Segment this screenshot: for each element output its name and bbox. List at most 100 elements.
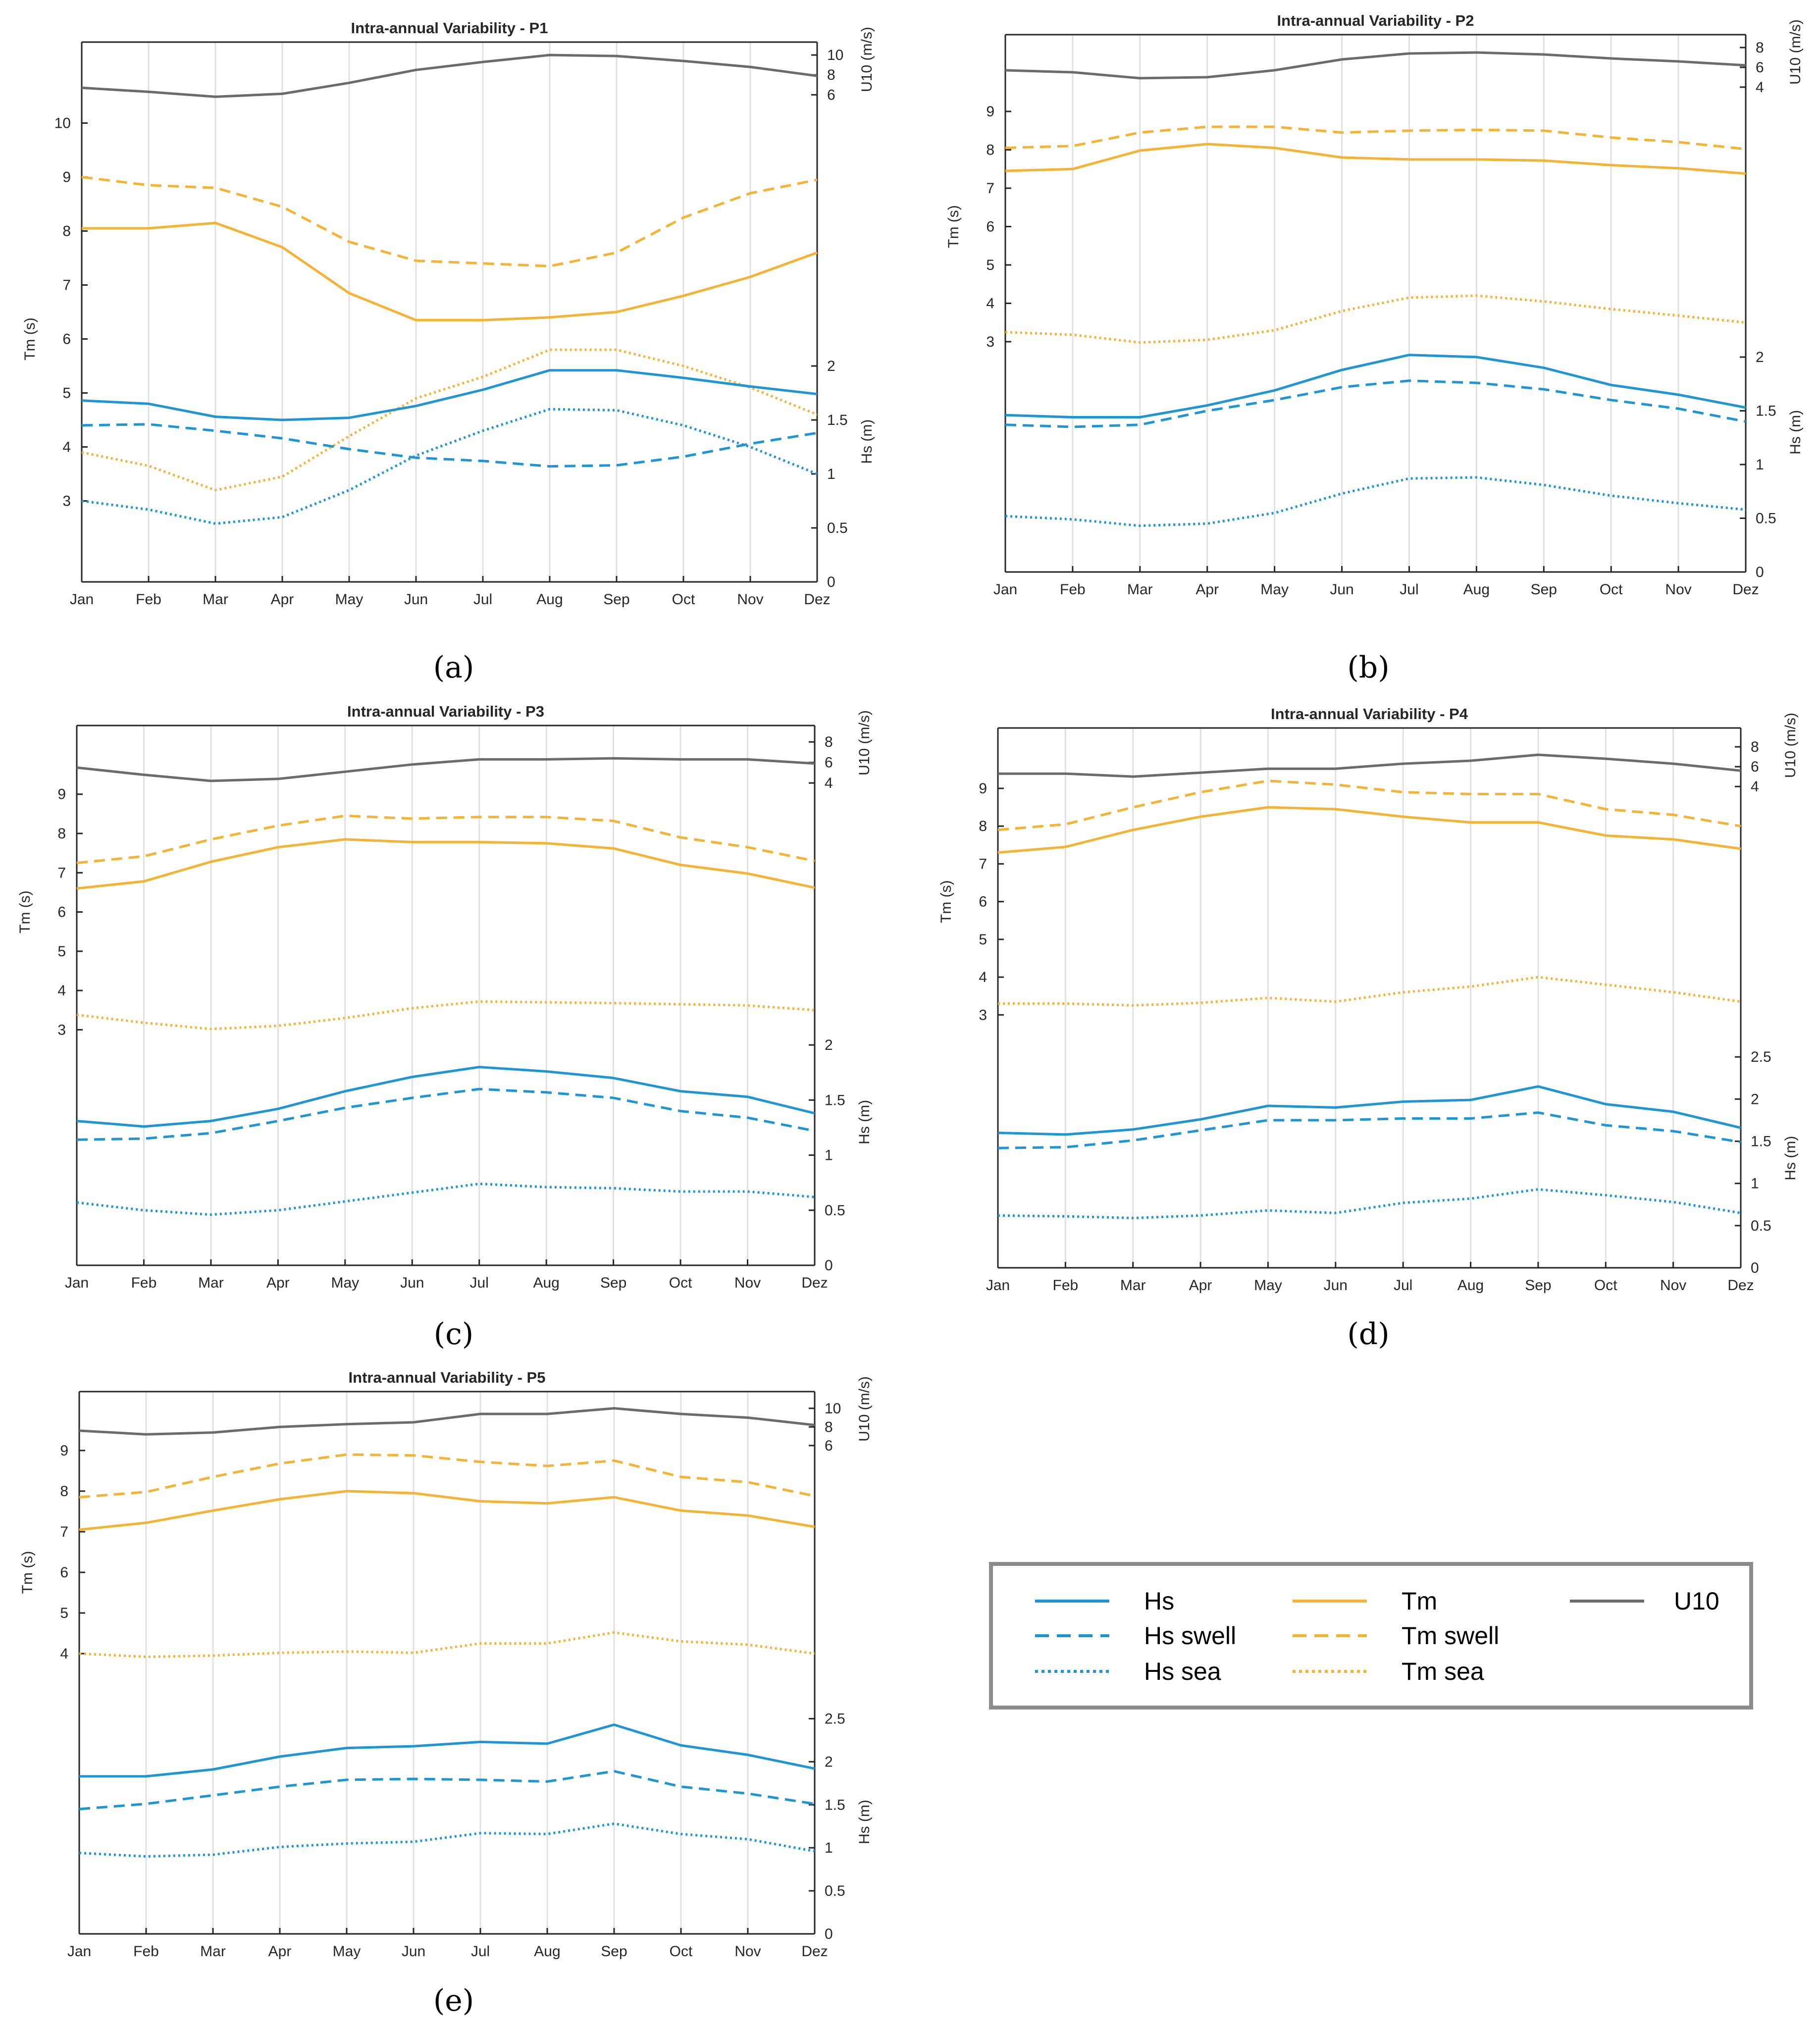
legend-label-hs-sea: Hs sea xyxy=(1144,1658,1221,1685)
x-tick-label: Mar xyxy=(203,591,228,608)
x-tick-label: Dez xyxy=(801,1943,828,1960)
tm-axis-label: Tm (s) xyxy=(22,317,38,361)
x-tick-label: Jul xyxy=(473,591,492,608)
tm-tick-label: 6 xyxy=(979,894,987,910)
series-tm-swell xyxy=(1005,125,1746,151)
u10-tick-label: 6 xyxy=(1756,59,1764,76)
tm-axis-label: Tm (s) xyxy=(17,890,33,934)
hs-tick-label: 0.5 xyxy=(827,520,848,536)
panel-3: Intra-annual Variability - P3 Jan Feb Mar Ap… xyxy=(17,703,873,1291)
hs-tick-label: 1 xyxy=(827,466,835,482)
tm-tick-label: 6 xyxy=(986,219,994,235)
x-tick-label: Apr xyxy=(1196,581,1219,598)
x-tick-label: Feb xyxy=(131,1275,157,1291)
x-tick-label: May xyxy=(333,1943,361,1960)
tm-tick-label: 6 xyxy=(62,331,71,348)
x-tick-label: Jun xyxy=(402,1943,425,1960)
hs-tick-label: 1.5 xyxy=(827,412,848,428)
x-tick-label: Nov xyxy=(734,1943,761,1960)
series-hs xyxy=(81,369,818,421)
tm-tick-label: 7 xyxy=(62,277,71,294)
hs-tick-label: 2 xyxy=(827,358,835,374)
u10-tick-label: 8 xyxy=(827,67,835,83)
chart-panels: Intra-annual Variability - P1 Jan Feb Mar Ap… xyxy=(17,12,1804,1960)
series-tm-swell xyxy=(997,779,1741,831)
legend-label-u10: U10 xyxy=(1674,1587,1719,1615)
chart-title: Intra-annual Variability - P1 xyxy=(351,19,548,37)
tm-tick-label: 7 xyxy=(60,1524,68,1540)
u10-tick-label: 10 xyxy=(825,1401,841,1417)
u10-tick-label: 4 xyxy=(1751,778,1759,795)
x-tick-label: May xyxy=(335,591,364,608)
x-tick-label: Mar xyxy=(200,1943,226,1960)
x-tick-label: Jan xyxy=(993,581,1017,598)
x-tick-label: Apr xyxy=(266,1275,290,1291)
panel-1: Intra-annual Variability - P1 Jan Feb Mar Ap… xyxy=(22,19,875,608)
series-tm-swell xyxy=(79,1453,815,1499)
series-hs xyxy=(1005,354,1746,418)
hs-tick-label: 1.5 xyxy=(1751,1134,1771,1150)
tm-tick-label: 3 xyxy=(986,334,994,350)
hs-tick-label: 0 xyxy=(825,1926,833,1942)
series-hs-swell xyxy=(1005,379,1746,428)
hs-tick-label: 1 xyxy=(1756,457,1764,473)
u10-axis-label: U10 (m/s) xyxy=(1787,19,1804,85)
panel-4: Intra-annual Variability - P4 Jan Feb Mar Ap… xyxy=(938,705,1799,1294)
series-hs-sea xyxy=(81,408,818,525)
series-tm-sea xyxy=(1005,294,1746,344)
hs-tick-label: 2 xyxy=(825,1754,833,1770)
series-tm-swell xyxy=(81,176,818,267)
x-tick-label: Feb xyxy=(136,591,161,608)
caption-c: (c) xyxy=(434,1317,473,1351)
x-tick-label: Dez xyxy=(1732,581,1759,598)
hs-tick-label: 2 xyxy=(825,1037,833,1053)
x-tick-label: Mar xyxy=(1127,581,1153,598)
tm-tick-label: 4 xyxy=(986,296,994,312)
series-hs-swell xyxy=(997,1111,1741,1149)
hs-tick-label: 0 xyxy=(1751,1260,1759,1276)
u10-tick-label: 6 xyxy=(825,1438,833,1454)
u10-tick-label: 6 xyxy=(827,87,835,103)
tm-tick-label: 8 xyxy=(62,223,71,240)
series-hs-swell xyxy=(76,1088,815,1141)
series-hs-sea xyxy=(79,1822,815,1858)
tm-tick-label: 5 xyxy=(60,1605,68,1621)
x-tick-label: Aug xyxy=(1457,1277,1484,1294)
x-tick-label: Jul xyxy=(470,1275,489,1291)
grid-lines xyxy=(76,726,816,1265)
u10-tick-label: 8 xyxy=(1751,739,1759,755)
u10-axis-label: U10 (m/s) xyxy=(856,710,873,776)
x-tick-label: Mar xyxy=(1120,1277,1146,1294)
series-tm xyxy=(1005,143,1746,175)
x-tick-label: Jan xyxy=(65,1275,89,1291)
u10-axis-label: U10 (m/s) xyxy=(1782,713,1799,778)
x-tick-label: Aug xyxy=(536,591,563,608)
x-tick-label: Jun xyxy=(1324,1277,1348,1294)
grid-lines xyxy=(78,1392,816,1934)
x-tick-label: Jan xyxy=(70,591,94,608)
panel-5: Intra-annual Variability - P5 Jan Feb Mar Ap… xyxy=(19,1369,873,1960)
legend-box xyxy=(989,1562,1753,1710)
series-hs-sea xyxy=(1005,476,1746,527)
tm-tick-label: 4 xyxy=(57,983,66,999)
tm-tick-label: 8 xyxy=(57,826,66,842)
hs-tick-label: 0 xyxy=(1756,564,1764,580)
hs-tick-label: 2.5 xyxy=(825,1711,845,1727)
hs-tick-label: 0.5 xyxy=(825,1883,845,1899)
x-tick-label: Dez xyxy=(1727,1277,1754,1294)
x-tick-label: Oct xyxy=(669,1275,692,1291)
tm-tick-label: 8 xyxy=(60,1483,68,1500)
series-hs xyxy=(76,1066,815,1128)
series-hs-sea xyxy=(997,1188,1741,1219)
series-u10 xyxy=(79,1407,815,1436)
x-tick-label: Sep xyxy=(1531,581,1557,598)
series-u10 xyxy=(81,53,818,98)
tm-tick-label: 5 xyxy=(62,385,71,402)
u10-axis-label: U10 (m/s) xyxy=(856,1376,873,1442)
tm-tick-label: 9 xyxy=(62,169,71,186)
u10-tick-label: 8 xyxy=(825,734,833,750)
legend-label-tm-swell: Tm swell xyxy=(1402,1622,1499,1650)
x-tick-label: Nov xyxy=(1665,581,1691,598)
x-tick-label: Apr xyxy=(1189,1277,1212,1294)
